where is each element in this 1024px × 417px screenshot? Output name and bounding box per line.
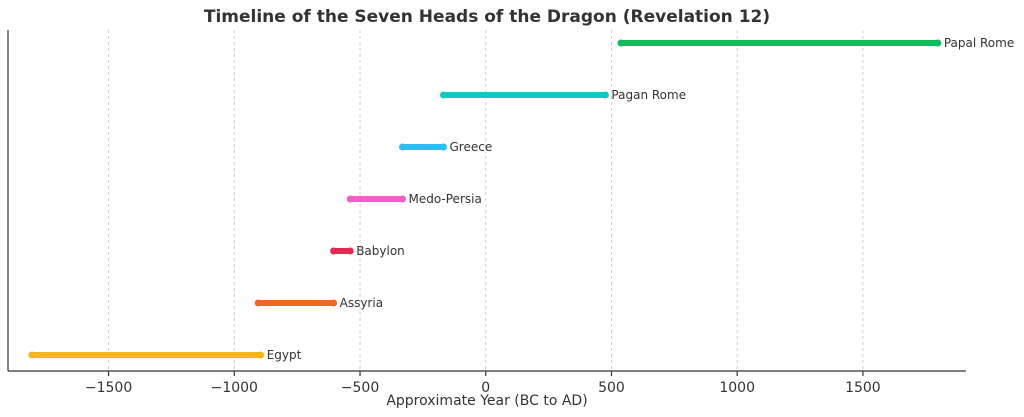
start-marker-pagan-rome bbox=[440, 91, 448, 99]
bar-label-babylon: Babylon bbox=[356, 244, 405, 258]
start-marker-medo-persia bbox=[346, 195, 354, 203]
x-tick-label: 500 bbox=[598, 380, 625, 396]
start-marker-assyria bbox=[254, 299, 262, 307]
x-tick-label: −1500 bbox=[85, 380, 132, 396]
end-marker-babylon bbox=[346, 247, 354, 255]
x-axis-label: Approximate Year (BC to AD) bbox=[386, 393, 587, 409]
bar-label-egypt: Egypt bbox=[267, 348, 302, 362]
x-tick-label: 1500 bbox=[845, 380, 881, 396]
x-ticks: −1500 −1000 −500 0 500 1000 1500 bbox=[85, 371, 881, 396]
x-tick-label: 1000 bbox=[719, 380, 755, 396]
end-marker-papal-rome bbox=[934, 39, 942, 47]
end-marker-pagan-rome bbox=[601, 91, 609, 99]
chart-title: Timeline of the Seven Heads of the Drago… bbox=[204, 7, 770, 27]
start-marker-greece bbox=[399, 143, 407, 151]
start-marker-babylon bbox=[330, 247, 338, 255]
x-tick-label: −1000 bbox=[211, 380, 258, 396]
x-tick-label: 0 bbox=[481, 380, 490, 396]
bar-label-pagan-rome: Pagan Rome bbox=[611, 88, 686, 102]
end-marker-assyria bbox=[330, 299, 338, 307]
bar-label-papal-rome: Papal Rome bbox=[944, 36, 1014, 50]
bar-label-greece: Greece bbox=[450, 140, 493, 154]
end-marker-egypt bbox=[257, 351, 265, 359]
start-marker-egypt bbox=[28, 351, 36, 359]
start-marker-papal-rome bbox=[617, 39, 625, 47]
x-tick-label: −500 bbox=[341, 380, 379, 396]
grid-lines bbox=[108, 30, 864, 371]
bars: Egypt Assyria Babylon Medo-Persia Greece Paga… bbox=[28, 36, 1014, 362]
end-marker-greece bbox=[440, 143, 448, 151]
bar-label-medo-persia: Medo-Persia bbox=[409, 192, 482, 206]
end-marker-medo-persia bbox=[399, 195, 407, 203]
bar-label-assyria: Assyria bbox=[340, 296, 383, 310]
